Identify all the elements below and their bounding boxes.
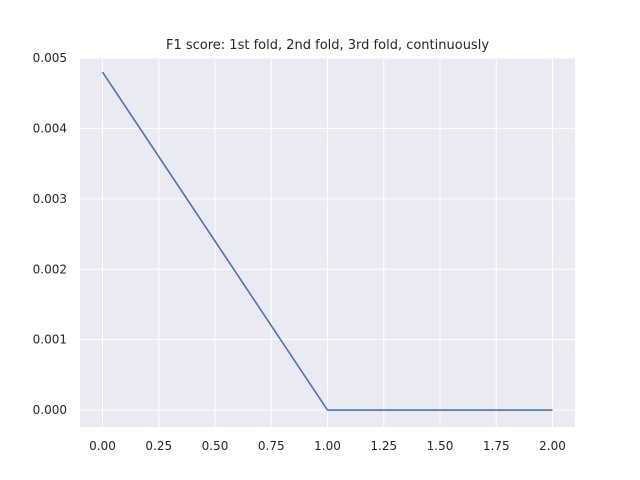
x-tick-labels: 0.00 0.25 0.50 0.75 1.00 1.25 1.50 1.75 2.00 bbox=[89, 439, 566, 453]
y-tick-labels: 0.000 0.001 0.002 0.003 0.004 0.005 bbox=[33, 51, 67, 417]
y-tick-label: 0.003 bbox=[33, 192, 67, 206]
x-tick-label: 0.00 bbox=[89, 439, 116, 453]
x-tick-label: 2.00 bbox=[539, 439, 566, 453]
y-tick-label: 0.001 bbox=[33, 333, 67, 347]
y-tick-label: 0.005 bbox=[33, 51, 67, 65]
x-tick-label: 1.75 bbox=[483, 439, 510, 453]
x-tick-label: 1.50 bbox=[427, 439, 454, 453]
x-tick-label: 0.75 bbox=[258, 439, 285, 453]
y-tick-label: 0.000 bbox=[33, 403, 67, 417]
x-tick-label: 1.25 bbox=[370, 439, 397, 453]
series-line bbox=[101, 71, 553, 411]
x-tick-label: 1.00 bbox=[314, 439, 341, 453]
y-tick-label: 0.002 bbox=[33, 262, 67, 276]
chart-title: F1 score: 1st fold, 2nd fold, 3rd fold, … bbox=[166, 38, 489, 53]
series-layer bbox=[101, 71, 553, 411]
y-tick-label: 0.004 bbox=[33, 121, 67, 135]
x-tick-label: 0.50 bbox=[202, 439, 229, 453]
x-tick-label: 0.25 bbox=[145, 439, 172, 453]
